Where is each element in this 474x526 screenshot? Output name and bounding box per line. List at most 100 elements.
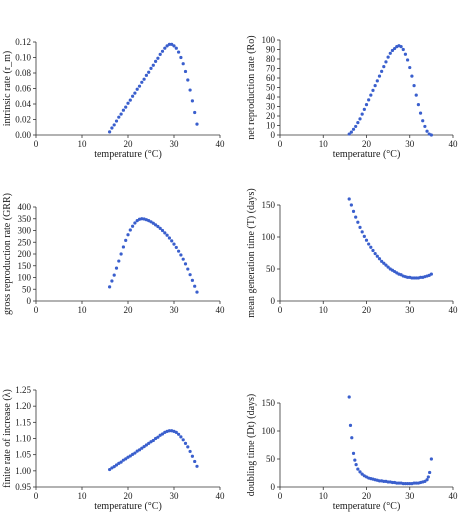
data-point [135, 87, 139, 91]
data-point [188, 273, 192, 277]
data-point [401, 47, 405, 52]
data-point [149, 66, 153, 70]
data-point [160, 432, 165, 436]
data-point [108, 130, 112, 134]
data-point [429, 133, 433, 137]
data-point [373, 84, 377, 88]
data-point [377, 74, 382, 78]
y-tick-label: 50 [266, 454, 276, 464]
data-point [114, 463, 119, 467]
x-axis-label: temperature (°C) [94, 501, 162, 512]
y-axis-label: intrinsic rate (r_m) [2, 51, 13, 127]
y-axis-label: finite rate of increase (λ) [2, 389, 13, 488]
x-tick-label: 40 [449, 305, 459, 315]
data-point [360, 472, 364, 476]
x-tick-label: 10 [319, 139, 329, 149]
data-point [117, 115, 121, 119]
data-point [170, 239, 174, 243]
y-tick-label: 0 [271, 482, 276, 492]
data-point [356, 467, 360, 471]
data-point [349, 203, 353, 207]
x-tick-label: 20 [124, 305, 134, 315]
x-tick-label: 40 [216, 139, 226, 149]
x-tick-label: 30 [405, 139, 415, 149]
data-point [193, 284, 197, 288]
data-point [347, 395, 351, 399]
data-point [128, 98, 132, 102]
y-tick-label: 0 [27, 296, 32, 306]
data-point [160, 228, 165, 233]
data-point [423, 124, 427, 129]
data-point [195, 290, 199, 294]
x-tick-label: 30 [170, 491, 180, 501]
x-tick-label: 10 [78, 305, 88, 315]
data-point [354, 215, 358, 219]
data-point [163, 46, 167, 50]
data-point [170, 42, 174, 46]
data-point [371, 88, 375, 92]
data-point [147, 441, 151, 445]
data-point [179, 253, 183, 257]
data-point [347, 197, 351, 201]
data-point [126, 233, 130, 237]
data-point [190, 454, 194, 458]
data-point [428, 470, 432, 475]
x-tick-label: 30 [405, 305, 415, 315]
data-point [172, 44, 176, 48]
data-point [354, 124, 358, 129]
y-tick-label: 350 [18, 214, 32, 224]
data-point [160, 49, 165, 53]
data-point [367, 98, 371, 102]
data-point [181, 438, 185, 442]
x-tick-label: 10 [319, 305, 329, 315]
y-tick-label: 1.25 [15, 385, 31, 395]
data-point [114, 266, 119, 270]
data-point [119, 112, 123, 116]
data-point [369, 245, 373, 249]
data-point [362, 234, 366, 238]
data-point [156, 435, 160, 439]
y-tick-label: 1.15 [15, 417, 31, 427]
data-point [382, 261, 386, 265]
x-axis-label: temperature (°C) [333, 501, 401, 512]
data-point [151, 63, 155, 67]
data-point [183, 441, 188, 445]
data-point [358, 470, 362, 474]
x-tick-label: 0 [278, 305, 283, 315]
y-tick-label: 20 [266, 111, 276, 121]
data-point [416, 103, 420, 107]
y-axis-label: doubling time (Dt) (days) [246, 394, 257, 496]
y-tick-label: 0.04 [15, 99, 31, 109]
data-point [151, 221, 155, 225]
data-point [384, 60, 388, 64]
data-point [351, 209, 356, 213]
x-tick-label: 20 [362, 491, 372, 501]
data-point [140, 446, 144, 450]
x-tick-label: 0 [278, 139, 283, 149]
data-point [190, 278, 194, 282]
y-tick-label: 1.10 [15, 434, 31, 444]
y-tick-label: 40 [266, 92, 276, 102]
data-point [154, 59, 158, 63]
data-point [380, 69, 384, 73]
y-tick-label: 0.10 [15, 53, 31, 63]
data-point [354, 463, 358, 467]
data-point [137, 448, 142, 452]
x-tick-label: 20 [124, 139, 134, 149]
x-tick-label: 30 [170, 305, 180, 315]
data-point [188, 449, 192, 454]
data-point [364, 238, 369, 242]
data-point [128, 228, 132, 232]
y-tick-label: 60 [266, 73, 276, 83]
x-tick-label: 0 [34, 305, 39, 315]
y-tick-label: 300 [18, 226, 32, 236]
x-tick-label: 40 [449, 139, 459, 149]
data-point [156, 224, 160, 229]
y-tick-label: 100 [262, 232, 276, 242]
data-point [142, 444, 146, 449]
x-tick-label: 20 [124, 491, 134, 501]
y-tick-label: 90 [266, 45, 276, 55]
x-tick-label: 30 [170, 139, 180, 149]
data-point [124, 105, 128, 109]
data-point [388, 51, 392, 55]
